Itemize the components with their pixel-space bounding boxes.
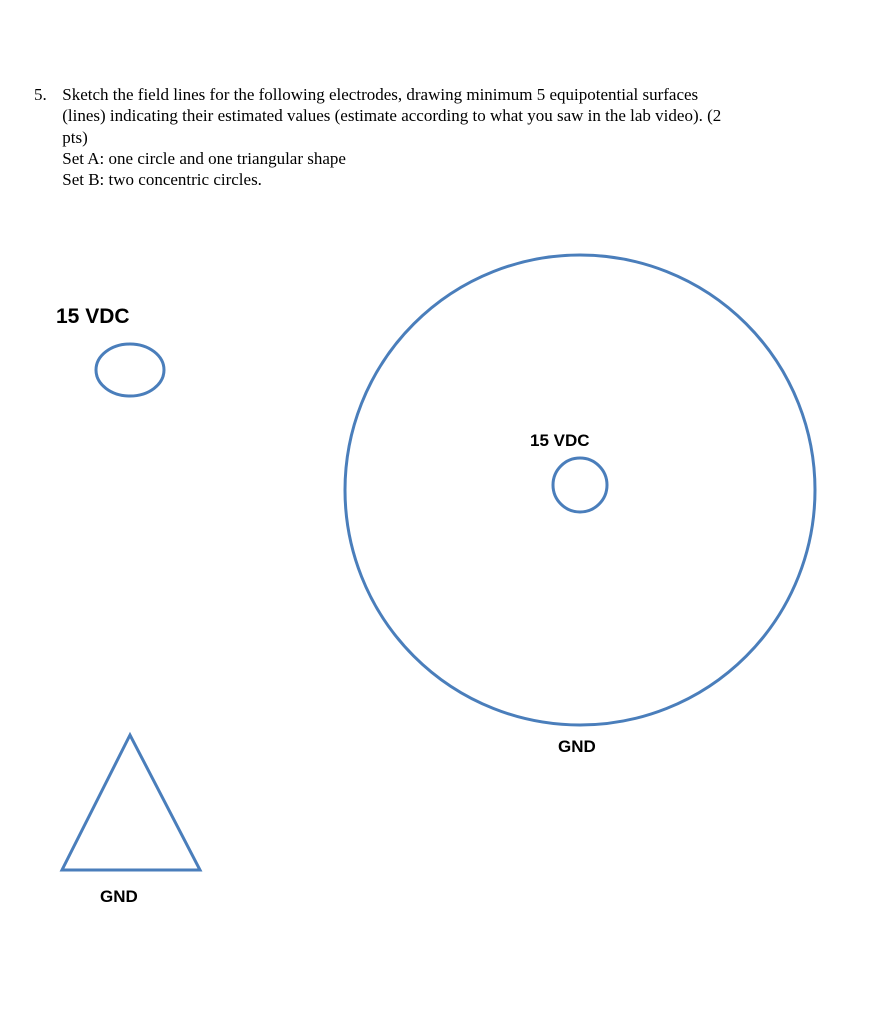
setA-circle-electrode <box>96 344 164 396</box>
diagram-svg <box>0 0 871 1024</box>
setB-outer-circle-electrode <box>345 255 815 725</box>
setB-inner-circle-electrode <box>553 458 607 512</box>
setA-triangle-electrode <box>62 735 200 870</box>
